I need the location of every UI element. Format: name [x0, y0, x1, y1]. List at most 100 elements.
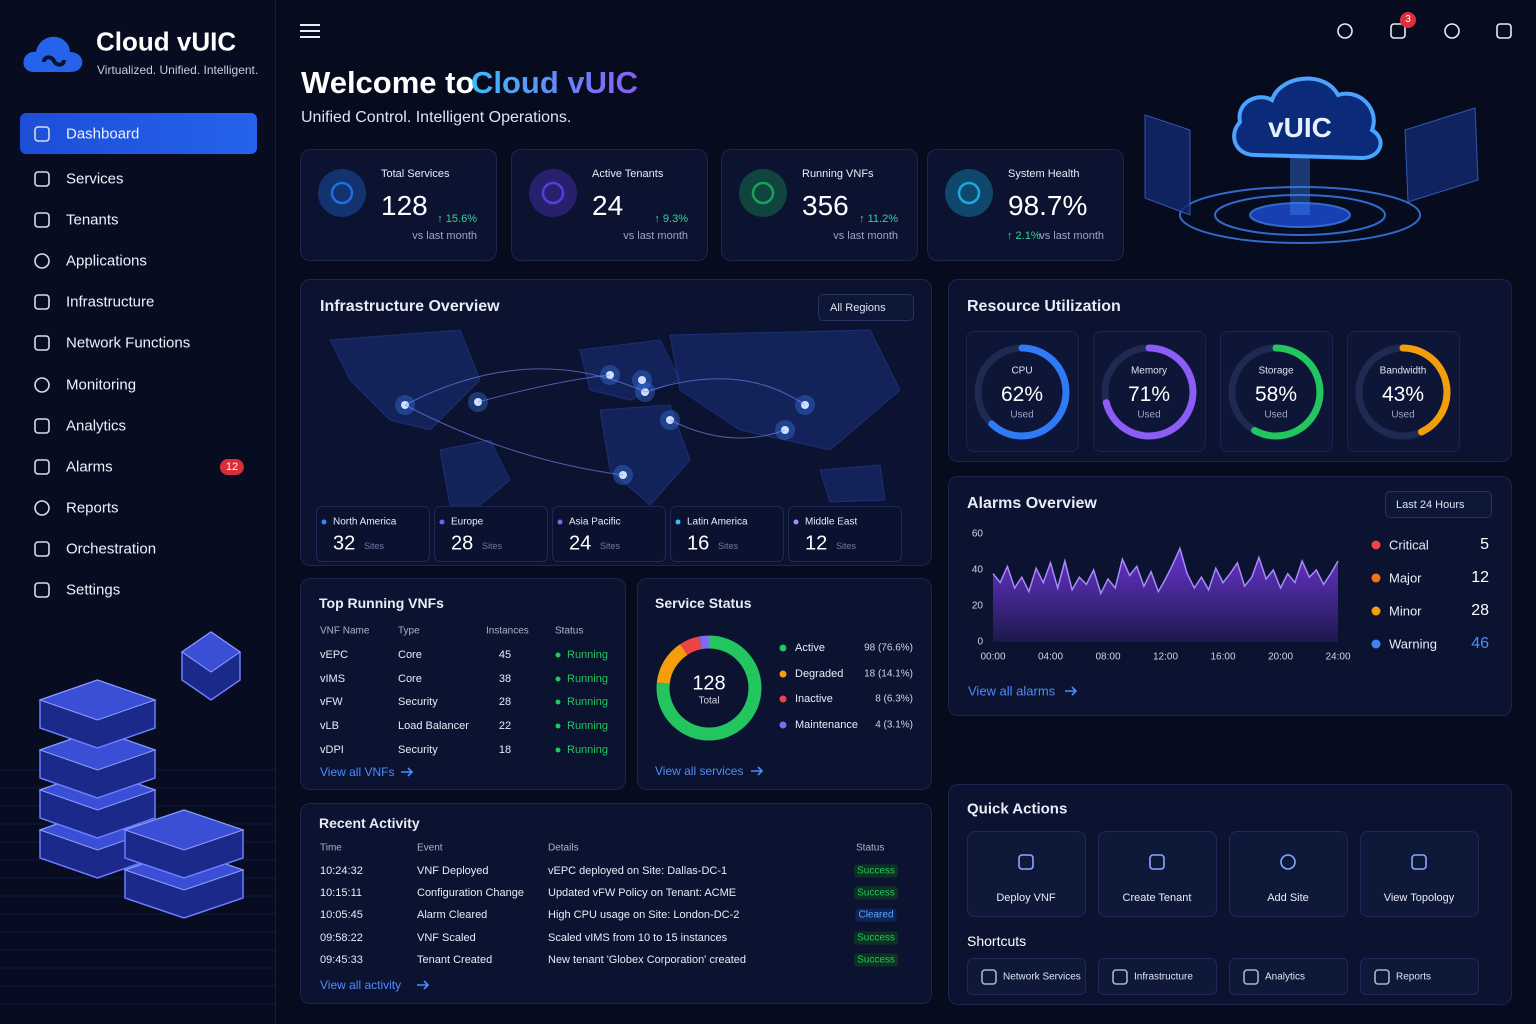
- status: Running: [567, 696, 608, 709]
- action-button[interactable]: [1360, 831, 1479, 917]
- stat-delta: ↑ 11.2%: [859, 213, 898, 225]
- nav-item[interactable]: Analytics: [66, 417, 127, 435]
- region-filter[interactable]: [818, 294, 914, 321]
- action-button[interactable]: [1098, 831, 1217, 917]
- region-unit: Sites: [718, 541, 739, 551]
- shortcut-label: Infrastructure: [1134, 971, 1193, 983]
- world-map: [329, 329, 901, 506]
- stat-icon: [529, 169, 577, 217]
- level-dot: [1371, 639, 1381, 649]
- table-cell: 18: [498, 743, 512, 756]
- arrow: [417, 980, 430, 990]
- brand: Cloud vUIC: [96, 26, 237, 57]
- view-link[interactable]: View all services: [655, 764, 744, 778]
- nav-item[interactable]: Infrastructure: [66, 293, 155, 311]
- table-cell: High CPU usage on Site: London-DC-2: [548, 909, 740, 922]
- action-button[interactable]: [1229, 831, 1348, 917]
- icon-shape: [1337, 23, 1353, 39]
- action-button[interactable]: [967, 831, 1086, 917]
- table-cell: Alarm Cleared: [417, 909, 488, 922]
- stat-card: [721, 149, 918, 261]
- action-label: Add Site: [1267, 892, 1309, 904]
- icon-shape: [1496, 23, 1512, 39]
- nav-item[interactable]: Alarms: [66, 458, 113, 476]
- stat-icon-fg: [541, 181, 565, 205]
- icon-shape: [1374, 969, 1390, 985]
- table-cell: Load Balancer: [398, 720, 469, 733]
- nav-item[interactable]: Tenants: [66, 211, 119, 229]
- view-link[interactable]: View all activity: [320, 978, 402, 992]
- table-cell: Core: [398, 672, 422, 685]
- level-name: Critical: [1389, 537, 1429, 553]
- hero-ring: [1214, 194, 1386, 236]
- icon-shape: [1390, 23, 1406, 39]
- icon[interactable]: [1494, 21, 1514, 41]
- region-name: Europe: [451, 516, 484, 528]
- section-title: Shortcuts: [967, 933, 1027, 949]
- legend-value: 98 (76.6%): [864, 642, 913, 654]
- logo-mark: [42, 55, 66, 67]
- region-unit: Sites: [600, 541, 621, 551]
- stat-label: Active Tenants: [592, 168, 664, 180]
- legend-value: 4 (3.1%): [875, 719, 913, 730]
- level-dot: [1371, 606, 1381, 616]
- icon-shape: [1243, 969, 1259, 985]
- level-dot: [1371, 540, 1381, 550]
- stat-note: vs last month: [833, 230, 898, 242]
- nav-item[interactable]: Dashboard: [66, 125, 140, 143]
- nav-item[interactable]: Monitoring: [66, 376, 137, 393]
- nav-item[interactable]: Services: [66, 170, 124, 188]
- table-cell: vFW: [320, 696, 343, 709]
- dot: [793, 519, 799, 525]
- y-tick-label: 60: [971, 528, 983, 540]
- table-header: Time: [320, 842, 342, 854]
- icon-shape: [1112, 969, 1128, 985]
- nav-item[interactable]: Applications: [66, 252, 147, 270]
- view-link[interactable]: View all alarms: [968, 683, 1056, 699]
- hero-cloud: [1232, 76, 1383, 161]
- nav-item[interactable]: Orchestration: [66, 540, 157, 558]
- table-cell: VNF Deployed: [417, 865, 489, 877]
- icon[interactable]: [1335, 21, 1355, 41]
- table-cell: New tenant 'Globex Corporation' created: [548, 953, 747, 966]
- nav-item[interactable]: Network Functions: [66, 334, 191, 352]
- icon[interactable]: [1442, 21, 1462, 41]
- icon: [34, 417, 50, 434]
- view-link[interactable]: View all VNFs: [320, 765, 395, 779]
- gauge-note: Used: [1391, 409, 1415, 421]
- hero-panel: [1144, 114, 1191, 216]
- icon[interactable]: [1388, 21, 1408, 41]
- x-tick-label: 12:00: [1152, 651, 1179, 663]
- shortcut-button[interactable]: [1098, 958, 1217, 995]
- activity-panel: [300, 803, 932, 1004]
- stat-icon: [945, 169, 993, 217]
- continent: [599, 404, 691, 506]
- table-header: Event: [417, 842, 443, 854]
- stat-icon-bg: [529, 169, 577, 217]
- stat-note: vs last month: [623, 230, 688, 242]
- nav-item[interactable]: Settings: [66, 581, 121, 599]
- stat-value: 128: [381, 190, 428, 221]
- nav-active[interactable]: [20, 113, 257, 154]
- stat-value: 24: [592, 190, 624, 221]
- hero-graphic: vUIC: [1144, 76, 1479, 244]
- continent: [669, 329, 901, 451]
- stat-icon-fg: [751, 181, 775, 205]
- stat-icon-bg: [318, 169, 366, 217]
- status-badge: Success: [854, 953, 898, 967]
- level-name: Warning: [1389, 636, 1437, 652]
- stat-icon-fg: [330, 181, 354, 205]
- legend-dot: [779, 695, 787, 703]
- arrow: [751, 766, 764, 776]
- shortcut-button[interactable]: [1360, 958, 1479, 995]
- region-card: [788, 506, 902, 562]
- alarm-filter[interactable]: [1385, 491, 1492, 518]
- nav-item[interactable]: Reports: [66, 499, 119, 517]
- arrow: [1065, 686, 1078, 696]
- region-card: [670, 506, 784, 562]
- stat-icon-bg: [739, 169, 787, 217]
- panel-title: Alarms Overview: [967, 495, 1097, 512]
- icon: [34, 376, 50, 393]
- shortcut-button[interactable]: [967, 958, 1086, 995]
- shortcut-button[interactable]: [1229, 958, 1348, 995]
